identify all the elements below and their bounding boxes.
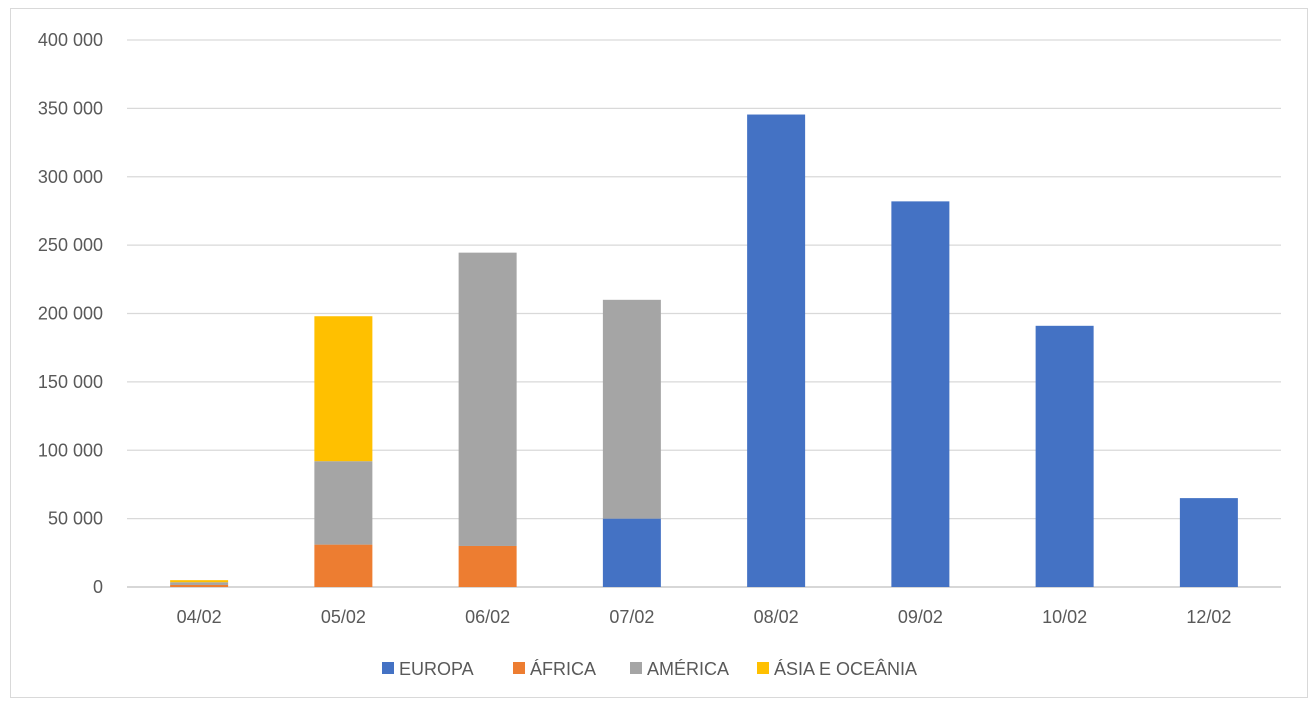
y-tick-label: 350 000 <box>38 98 103 118</box>
bar-segment--sia-e-oce-nia-05-02 <box>314 316 373 462</box>
bar-segment--frica-06-02 <box>458 545 517 587</box>
bar-segment-am-rica-04-02 <box>170 582 229 585</box>
y-tick-label: 0 <box>93 577 103 597</box>
bar-segment-europa-12-02 <box>1179 498 1238 587</box>
x-tick-label: 07/02 <box>609 607 654 627</box>
x-tick-label: 08/02 <box>754 607 799 627</box>
legend-label: AMÉRICA <box>647 659 729 679</box>
bar-segment--frica-05-02 <box>314 544 373 587</box>
y-tick-label: 50 000 <box>48 509 103 529</box>
y-tick-label: 200 000 <box>38 304 103 324</box>
legend: EUROPA ÁFRICA AMÉRICA ÁSIA E OCEÂNIA <box>382 659 917 679</box>
legend-swatch <box>382 662 394 674</box>
x-tick-label: 10/02 <box>1042 607 1087 627</box>
bar-segment--sia-e-oce-nia-04-02 <box>170 580 229 583</box>
x-tick-label: 05/02 <box>321 607 366 627</box>
legend-swatch <box>757 662 769 674</box>
bar-segment-europa-10-02 <box>1035 325 1094 587</box>
y-tick-label: 400 000 <box>38 30 103 50</box>
bar-segment--frica-04-02 <box>170 584 229 587</box>
y-tick-label: 300 000 <box>38 167 103 187</box>
bar-segment-am-rica-05-02 <box>314 461 373 545</box>
bars <box>170 114 1238 588</box>
bar-segment-europa-07-02 <box>602 518 661 587</box>
legend-label: EUROPA <box>399 659 474 679</box>
y-tick-label: 250 000 <box>38 235 103 255</box>
legend-swatch <box>513 662 525 674</box>
legend-label: ÁFRICA <box>530 659 596 679</box>
x-axis-tick-labels: 04/02 05/02 06/02 07/02 08/02 09/02 10/02 12/02 <box>177 607 1232 627</box>
y-tick-label: 150 000 <box>38 372 103 392</box>
bar-segment-am-rica-06-02 <box>458 252 517 546</box>
x-tick-label: 04/02 <box>177 607 222 627</box>
legend-swatch <box>630 662 642 674</box>
bar-segment-am-rica-07-02 <box>602 299 661 519</box>
x-tick-label: 12/02 <box>1186 607 1231 627</box>
x-tick-label: 06/02 <box>465 607 510 627</box>
gridlines <box>127 39 1281 588</box>
bar-segment-europa-08-02 <box>747 114 806 587</box>
bar-segment-europa-09-02 <box>891 201 950 588</box>
legend-label: ÁSIA E OCEÂNIA <box>774 659 917 679</box>
y-axis-tick-labels: 0 50 000 100 000 150 000 200 000 250 000 300 0… <box>38 30 103 597</box>
y-tick-label: 100 000 <box>38 440 103 460</box>
x-tick-label: 09/02 <box>898 607 943 627</box>
